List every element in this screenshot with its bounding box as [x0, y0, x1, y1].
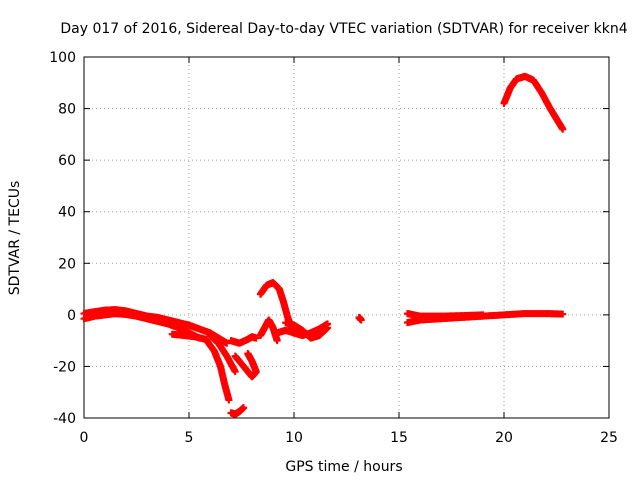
series-arc-8	[256, 316, 281, 345]
series-arc-4	[206, 331, 239, 376]
chart-title: Day 017 of 2016, Sidereal Day-to-day VTE…	[60, 21, 627, 37]
data-point	[357, 316, 365, 324]
x-tick-label: 15	[390, 430, 408, 446]
grid	[84, 57, 609, 418]
data-points	[80, 72, 567, 418]
axes: 0 5 10 15 20 25 -40 -20 0 20 40 60 80 100	[49, 50, 618, 446]
data-point	[244, 350, 252, 358]
data-point	[252, 334, 260, 342]
data-point	[223, 339, 231, 347]
data-point	[479, 311, 487, 319]
data-point	[231, 368, 239, 376]
y-tick-label: 40	[58, 205, 76, 221]
y-tick-label: 100	[49, 50, 76, 66]
data-point	[559, 310, 567, 318]
x-axis-label: GPS time / hours	[285, 459, 402, 475]
data-point	[225, 396, 233, 404]
y-tick-label: 20	[58, 256, 76, 272]
x-tick-label: 25	[600, 430, 618, 446]
series-arc-6	[227, 333, 260, 347]
series-arc-5	[227, 404, 248, 418]
x-tick-label: 5	[185, 430, 194, 446]
x-tick-label: 20	[495, 430, 513, 446]
data-point	[559, 125, 567, 133]
y-tick-label: 80	[58, 102, 76, 118]
y-tick-label: -20	[53, 359, 76, 375]
series-arc-3	[168, 330, 233, 404]
series-arc-14	[403, 310, 487, 320]
y-tick-label: -40	[53, 411, 76, 427]
y-tick-label: 0	[67, 308, 76, 324]
y-tick-label: 60	[58, 153, 76, 169]
y-axis-label: SDTVAR / TECUs	[7, 181, 23, 296]
series-arc-7	[231, 350, 260, 381]
series-arc-15	[500, 72, 567, 133]
data-point	[273, 337, 281, 345]
x-tick-label: 10	[285, 430, 303, 446]
series-arc-2	[143, 313, 231, 347]
series-arc-12	[355, 313, 365, 324]
x-tick-label: 0	[80, 430, 89, 446]
data-point	[240, 404, 248, 412]
series-arc-11	[282, 319, 332, 342]
data-point	[324, 324, 332, 332]
plot-frame	[83, 56, 610, 419]
